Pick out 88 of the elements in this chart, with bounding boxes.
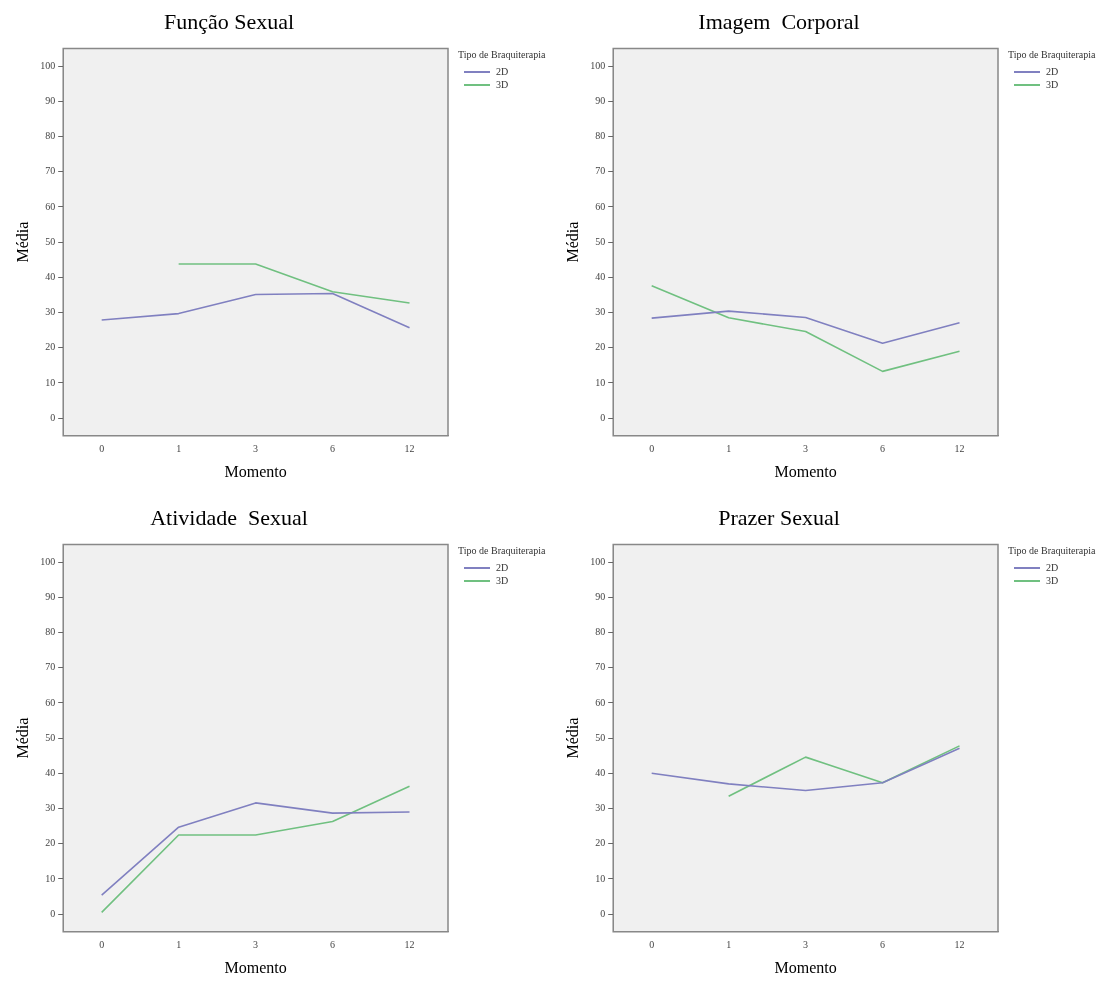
y-tick-label: 80 bbox=[595, 626, 606, 638]
y-tick-label: 60 bbox=[595, 200, 606, 212]
chart-title: Imagem Corporal bbox=[698, 8, 860, 34]
y-axis-title: Média bbox=[13, 717, 31, 759]
legend-title: Tipo de Braquiterapia bbox=[1008, 48, 1096, 61]
x-tick-label: 12 bbox=[954, 939, 965, 951]
x-tick-label: 1 bbox=[726, 443, 732, 455]
y-tick-label: 0 bbox=[600, 907, 606, 919]
legend-label: 2D bbox=[496, 65, 509, 78]
y-tick-label: 50 bbox=[45, 235, 56, 247]
y-tick-label: 90 bbox=[45, 590, 56, 602]
x-tick-label: 6 bbox=[880, 939, 886, 951]
y-tick-label: 40 bbox=[45, 766, 56, 778]
x-axis-title: Momento bbox=[224, 958, 287, 976]
y-tick-label: 40 bbox=[595, 270, 606, 282]
y-tick-label: 70 bbox=[45, 165, 56, 177]
y-tick-label: 10 bbox=[595, 376, 606, 388]
legend-title: Tipo de Braquiterapia bbox=[458, 48, 546, 61]
chart-title: Função Sexual bbox=[163, 8, 295, 34]
y-tick-label: 40 bbox=[595, 766, 606, 778]
y-tick-label: 0 bbox=[600, 411, 606, 423]
y-tick-label: 20 bbox=[595, 837, 606, 849]
y-tick-label: 100 bbox=[40, 555, 56, 567]
legend-label: 3D bbox=[496, 78, 509, 91]
y-tick-label: 0 bbox=[50, 907, 56, 919]
y-tick-label: 0 bbox=[50, 411, 56, 423]
x-tick-label: 6 bbox=[330, 939, 336, 951]
x-tick-label: 1 bbox=[176, 443, 182, 455]
x-tick-label: 0 bbox=[649, 443, 655, 455]
x-tick-label: 0 bbox=[99, 443, 105, 455]
x-tick-label: 12 bbox=[954, 443, 965, 455]
y-tick-label: 30 bbox=[595, 802, 606, 814]
x-tick-label: 3 bbox=[253, 443, 259, 455]
y-tick-label: 50 bbox=[595, 235, 606, 247]
y-tick-label: 30 bbox=[45, 802, 56, 814]
x-tick-label: 0 bbox=[649, 939, 655, 951]
y-tick-label: 70 bbox=[595, 661, 606, 673]
y-tick-label: 70 bbox=[595, 165, 606, 177]
y-tick-label: 50 bbox=[45, 731, 56, 743]
x-tick-label: 12 bbox=[404, 939, 415, 951]
y-tick-label: 10 bbox=[45, 872, 56, 884]
y-tick-label: 100 bbox=[590, 555, 606, 567]
y-tick-label: 90 bbox=[45, 94, 56, 106]
y-tick-label: 80 bbox=[45, 626, 56, 638]
y-tick-label: 90 bbox=[595, 94, 606, 106]
y-tick-label: 20 bbox=[595, 341, 606, 353]
legend-title: Tipo de Braquiterapia bbox=[1008, 544, 1096, 557]
y-tick-label: 40 bbox=[45, 270, 56, 282]
legend-label: 3D bbox=[1046, 78, 1059, 91]
y-tick-label: 80 bbox=[595, 130, 606, 142]
y-tick-label: 10 bbox=[595, 872, 606, 884]
x-tick-label: 3 bbox=[803, 939, 809, 951]
y-tick-label: 60 bbox=[45, 200, 56, 212]
chart-title: Prazer Sexual bbox=[718, 504, 840, 530]
x-tick-label: 1 bbox=[176, 939, 182, 951]
x-tick-label: 0 bbox=[99, 939, 105, 951]
y-tick-label: 60 bbox=[45, 696, 56, 708]
y-tick-label: 100 bbox=[40, 59, 56, 71]
y-tick-label: 20 bbox=[45, 341, 56, 353]
y-tick-label: 30 bbox=[595, 306, 606, 318]
chart-title: Atividade Sexual bbox=[150, 504, 308, 530]
legend-label: 2D bbox=[496, 561, 509, 574]
x-tick-label: 6 bbox=[330, 443, 336, 455]
y-axis-title: Média bbox=[13, 221, 31, 263]
legend-label: 2D bbox=[1046, 65, 1059, 78]
x-tick-label: 12 bbox=[404, 443, 415, 455]
y-tick-label: 20 bbox=[45, 837, 56, 849]
legend-label: 3D bbox=[1046, 574, 1059, 587]
y-tick-label: 60 bbox=[595, 696, 606, 708]
y-tick-label: 100 bbox=[590, 59, 606, 71]
x-tick-label: 1 bbox=[726, 939, 732, 951]
y-axis-title: Média bbox=[563, 717, 581, 759]
legend-title: Tipo de Braquiterapia bbox=[458, 544, 546, 557]
x-tick-label: 3 bbox=[253, 939, 259, 951]
y-tick-label: 80 bbox=[45, 130, 56, 142]
x-tick-label: 6 bbox=[880, 443, 886, 455]
x-tick-label: 3 bbox=[803, 443, 809, 455]
y-axis-title: Média bbox=[563, 221, 581, 263]
y-tick-label: 10 bbox=[45, 376, 56, 388]
y-tick-label: 70 bbox=[45, 661, 56, 673]
x-axis-title: Momento bbox=[224, 462, 287, 480]
legend-label: 3D bbox=[496, 574, 509, 587]
legend-label: 2D bbox=[1046, 561, 1059, 574]
y-tick-label: 30 bbox=[45, 306, 56, 318]
x-axis-title: Momento bbox=[774, 958, 837, 976]
y-tick-label: 90 bbox=[595, 590, 606, 602]
x-axis-title: Momento bbox=[774, 462, 837, 480]
y-tick-label: 50 bbox=[595, 731, 606, 743]
